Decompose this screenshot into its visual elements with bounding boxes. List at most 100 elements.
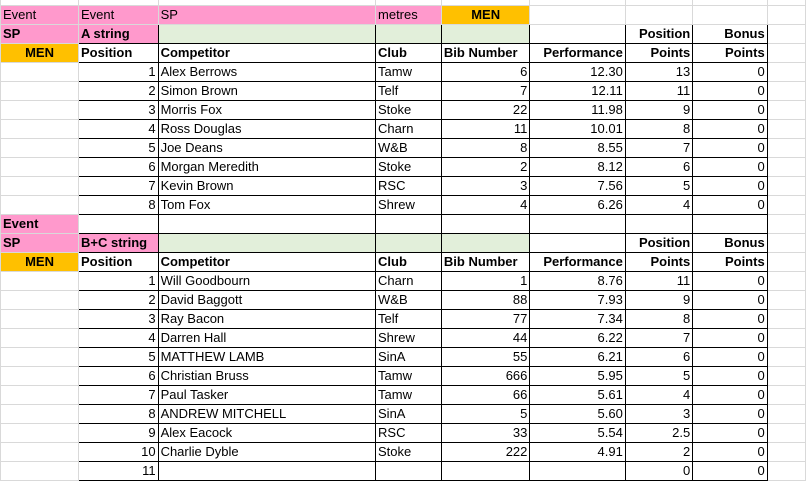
bib-cell[interactable]: 7 [440,81,531,101]
header-club[interactable]: Club [375,43,442,63]
competitor-cell[interactable]: Morris Fox [157,100,377,120]
club-cell[interactable]: Shrew [375,195,442,215]
performance-cell[interactable]: 10.01 [529,119,626,139]
position-points-cell[interactable]: 6 [624,157,694,177]
cell[interactable] [0,176,80,196]
bonus-points-cell[interactable]: 0 [692,62,768,82]
position-cell[interactable]: 3 [78,309,159,329]
cell[interactable] [0,290,80,310]
position-cell[interactable]: 6 [78,366,159,386]
cell[interactable] [0,271,80,291]
cell[interactable] [529,24,626,44]
performance-cell[interactable]: 5.61 [529,385,626,405]
club-cell[interactable]: W&B [375,290,442,310]
cell[interactable] [0,157,80,177]
header-bib-number[interactable]: Bib Number [440,252,531,272]
cell[interactable] [0,138,80,158]
competitor-cell[interactable]: Simon Brown [157,81,377,101]
competitor-cell[interactable]: Alex Eacock [157,423,377,443]
competitor-cell[interactable]: Morgan Meredith [157,157,377,177]
cell[interactable] [0,404,80,424]
section-gender[interactable]: MEN [0,43,80,63]
bib-cell[interactable]: 5 [440,404,531,424]
cell[interactable] [766,347,806,367]
position-cell[interactable]: 9 [78,423,159,443]
header-position[interactable]: Position [78,43,159,63]
bib-cell[interactable]: 11 [440,119,531,139]
cell[interactable] [78,214,159,234]
position-cell[interactable]: 8 [78,195,159,215]
cell[interactable] [0,119,80,139]
club-cell[interactable]: RSC [375,176,442,196]
cell[interactable] [766,195,806,215]
bonus-points-cell[interactable]: 0 [692,404,768,424]
bonus-points-cell[interactable]: 0 [692,366,768,386]
header-bonus-points-2[interactable]: Points [692,43,768,63]
cell[interactable] [766,461,806,481]
position-cell[interactable]: 7 [78,176,159,196]
position-points-cell[interactable]: 8 [624,309,694,329]
event-label-cell-2[interactable]: Event [78,5,159,25]
cell[interactable] [157,24,377,44]
bonus-points-cell[interactable]: 0 [692,461,768,481]
position-points-cell[interactable]: 0 [624,461,694,481]
position-cell[interactable]: 7 [78,385,159,405]
cell[interactable] [529,233,626,253]
section-event-code[interactable]: SP [0,233,80,253]
gender-cell[interactable]: MEN [440,5,531,25]
bonus-points-cell[interactable]: 0 [692,328,768,348]
competitor-cell[interactable]: Christian Bruss [157,366,377,386]
bib-cell[interactable]: 6 [440,62,531,82]
competitor-cell[interactable]: ANDREW MITCHELL [157,404,377,424]
performance-cell[interactable]: 6.22 [529,328,626,348]
cell[interactable] [766,214,806,234]
bib-cell[interactable]: 88 [440,290,531,310]
bib-cell[interactable]: 55 [440,347,531,367]
bib-cell[interactable]: 666 [440,366,531,386]
position-cell[interactable]: 10 [78,442,159,462]
bib-cell[interactable]: 44 [440,328,531,348]
bib-cell[interactable]: 77 [440,309,531,329]
performance-cell[interactable]: 7.34 [529,309,626,329]
club-cell[interactable]: RSC [375,423,442,443]
bonus-points-cell[interactable]: 0 [692,290,768,310]
position-cell[interactable]: 11 [78,461,159,481]
bib-cell[interactable] [440,461,531,481]
cell[interactable] [0,62,80,82]
bonus-points-cell[interactable]: 0 [692,100,768,120]
performance-cell[interactable]: 7.56 [529,176,626,196]
performance-cell[interactable] [529,461,626,481]
bonus-points-cell[interactable]: 0 [692,442,768,462]
position-points-cell[interactable]: 9 [624,100,694,120]
cell[interactable] [766,233,806,253]
cell[interactable] [0,195,80,215]
competitor-cell[interactable]: Charlie Dyble [157,442,377,462]
competitor-cell[interactable]: Alex Berrows [157,62,377,82]
club-cell[interactable]: Telf [375,309,442,329]
position-cell[interactable]: 5 [78,347,159,367]
club-cell[interactable]: Stoke [375,100,442,120]
cell[interactable] [375,24,442,44]
competitor-cell[interactable]: MATTHEW LAMB [157,347,377,367]
bonus-points-cell[interactable]: 0 [692,271,768,291]
position-cell[interactable]: 4 [78,328,159,348]
cell[interactable] [766,271,806,291]
performance-cell[interactable]: 6.21 [529,347,626,367]
header-performance[interactable]: Performance [529,252,626,272]
cell[interactable] [766,176,806,196]
cell[interactable] [766,100,806,120]
competitor-cell[interactable]: Tom Fox [157,195,377,215]
bonus-points-cell[interactable]: 0 [692,157,768,177]
position-points-cell[interactable]: 5 [624,366,694,386]
position-cell[interactable]: 6 [78,157,159,177]
competitor-cell[interactable]: David Baggott [157,290,377,310]
position-points-cell[interactable]: 9 [624,290,694,310]
cell[interactable] [766,24,806,44]
cell[interactable] [766,157,806,177]
header-club[interactable]: Club [375,252,442,272]
club-cell[interactable]: Stoke [375,157,442,177]
performance-cell[interactable]: 12.30 [529,62,626,82]
bonus-points-cell[interactable]: 0 [692,138,768,158]
position-points-cell[interactable]: 6 [624,347,694,367]
cell[interactable] [440,24,531,44]
